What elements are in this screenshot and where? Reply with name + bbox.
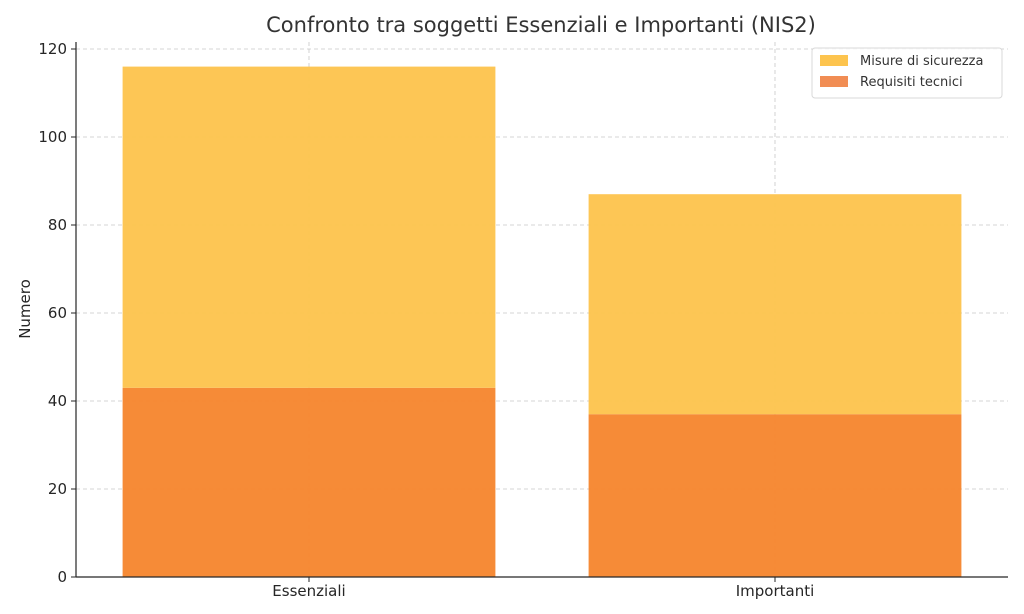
legend-box [811,47,1003,99]
y-tick-label: 80 [48,216,67,234]
y-tick-label: 0 [57,568,67,586]
y-tick-label: 20 [48,480,67,498]
legend-label: Misure di sicurezza [860,54,983,69]
y-tick-label: 60 [48,304,67,322]
x-tick-label: Importanti [736,582,815,600]
bar-misure-di-sicurezza-essenziali [122,66,496,388]
x-ticks: Essenziali Importanti [272,577,814,600]
x-tick-label: Essenziali [272,582,345,600]
bar-misure-di-sicurezza-importanti [588,194,962,415]
bar-requisiti-tecnici-essenziali [122,387,496,577]
bars [122,66,962,577]
chart-title: Confronto tra soggetti Essenziali e Impo… [266,13,816,37]
y-tick-label: 40 [48,392,67,410]
y-tick-label: 100 [38,128,67,146]
bar-requisiti-tecnici-importanti [588,414,962,577]
legend-label: Requisiti tecnici [860,75,963,90]
legend-swatch [820,55,848,66]
legend: Misure di sicurezza Requisiti tecnici [811,47,1003,99]
y-tick-label: 120 [38,40,67,58]
legend-swatch [820,76,848,87]
y-ticks: 0 20 40 60 80 100 120 [38,40,76,586]
y-axis-label: Numero [16,279,34,339]
